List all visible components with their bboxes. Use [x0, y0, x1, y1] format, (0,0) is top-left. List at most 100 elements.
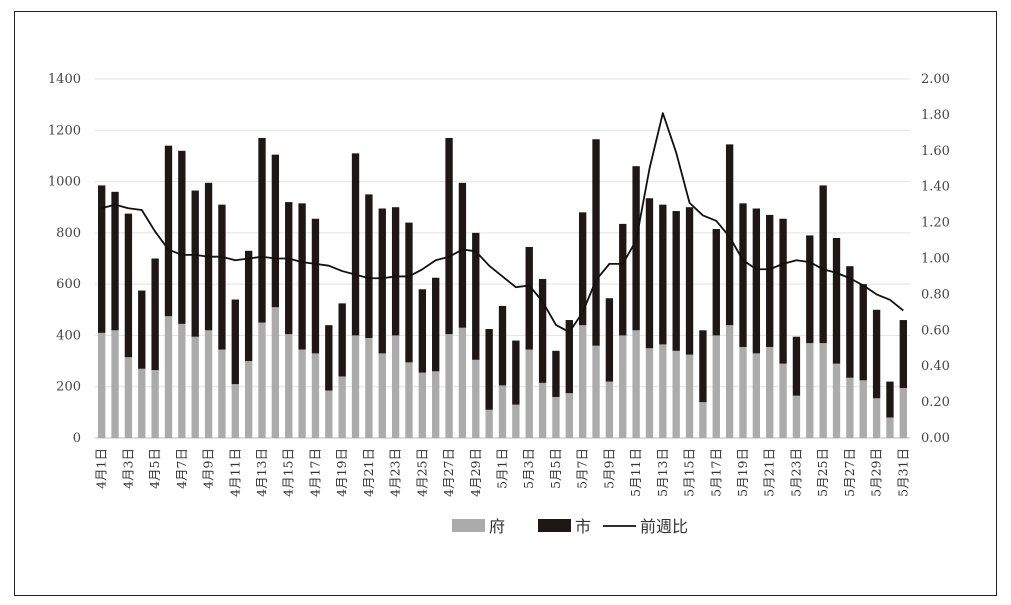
bar-shi [899, 320, 907, 388]
bar-fu [752, 353, 761, 438]
bar-fu [338, 376, 346, 438]
x-tick-label: 5月21日 [762, 448, 777, 497]
bar-shi [325, 325, 333, 391]
bar-fu [846, 377, 854, 438]
x-tick-label: 5月1日 [495, 448, 510, 489]
bar-fu [178, 323, 186, 438]
y-right-tick-label: 0.60 [921, 323, 950, 338]
bar-fu [218, 349, 226, 438]
line-zenshuhi [101, 112, 904, 334]
x-tick-label: 4月7日 [174, 448, 189, 489]
bar-shi [619, 223, 627, 336]
x-tick-label: 4月9日 [201, 448, 216, 489]
bar-shi [538, 279, 547, 383]
bar-fu [285, 334, 293, 438]
bar-fu [659, 344, 667, 438]
bar-fu [565, 393, 573, 438]
bar-shi [351, 153, 360, 336]
bar-fu [779, 363, 787, 438]
y-left-tick-label: 1200 [48, 123, 81, 138]
bar-fu [111, 330, 119, 438]
bar-fu [485, 409, 493, 438]
x-tick-label: 4月19日 [334, 448, 349, 497]
bar-shi [525, 246, 533, 350]
bar-fu [311, 353, 320, 438]
bar-fu [231, 384, 239, 438]
bar-shi [258, 137, 266, 323]
y-left-tick-label: 800 [56, 226, 81, 241]
x-tick-label: 4月25日 [414, 448, 429, 497]
x-tick-label: 4月17日 [307, 448, 322, 497]
x-tick-label: 5月25日 [815, 448, 830, 497]
y-right-tick-label: 0.40 [921, 359, 950, 374]
bar-fu [365, 337, 373, 438]
x-tick-label: 4月13日 [254, 448, 269, 497]
bar-shi [111, 191, 119, 331]
bar-shi [605, 298, 614, 382]
bar-shi [271, 154, 280, 308]
x-tick-label: 4月21日 [361, 448, 376, 497]
bar-shi [418, 289, 427, 373]
legend-label-fu: 府 [489, 517, 505, 536]
y-left-tick-label: 1000 [48, 175, 81, 190]
y-right-tick-label: 1.20 [921, 216, 950, 231]
bar-fu [271, 307, 280, 438]
bar-shi [391, 207, 400, 336]
bar-fu [445, 334, 453, 438]
bar-fu [832, 363, 841, 438]
legend-swatch-fu [452, 519, 485, 532]
bar-fu [164, 316, 173, 438]
x-tick-label: 4月15日 [281, 448, 296, 497]
y-right-tick-label: 1.80 [921, 108, 950, 123]
x-tick-label: 5月11日 [628, 448, 643, 497]
bar-shi [659, 204, 667, 345]
bar-fu [619, 335, 627, 438]
bar-shi [138, 290, 146, 369]
bar-fu [325, 390, 333, 438]
bar-fu [512, 404, 520, 438]
x-tick-label: 5月27日 [842, 448, 857, 497]
bar-shi [806, 235, 814, 344]
bar-fu [244, 361, 253, 438]
bar-fu [672, 350, 680, 438]
y-right-tick-label: 1.60 [921, 144, 950, 159]
y-right-tick-label: 1.40 [921, 180, 950, 195]
y-left-tick-label: 200 [56, 380, 81, 395]
y-left-tick-label: 600 [56, 277, 81, 292]
bar-fu [872, 398, 881, 438]
bar-fu [886, 417, 894, 438]
x-tick-label: 5月31日 [895, 448, 910, 497]
bar-shi [792, 336, 801, 396]
y-right-tick-label: 0.80 [921, 287, 950, 302]
bar-shi [151, 258, 159, 371]
bar-fu [298, 349, 306, 438]
bar-shi [832, 237, 841, 364]
bar-shi [552, 350, 560, 397]
bar-fu [859, 380, 867, 438]
x-tick-label: 5月13日 [655, 448, 670, 497]
y-left-tick-label: 400 [56, 328, 81, 343]
x-tick-label: 4月5日 [147, 448, 162, 489]
bar-fu [258, 322, 266, 438]
bar-fu [819, 343, 827, 438]
bar-fu [98, 332, 106, 438]
bar-shi [739, 203, 747, 347]
bar-shi [405, 222, 413, 363]
bar-shi [685, 207, 694, 355]
bar-shi [191, 190, 199, 337]
bar-shi [285, 202, 293, 335]
bar-fu [378, 353, 386, 438]
legend-label-zenshuhi: 前週比 [640, 517, 688, 536]
bar-shi [592, 139, 600, 346]
bar-shi [725, 144, 734, 326]
x-tick-label: 5月7日 [575, 448, 590, 489]
chart-svg: 0 200 400 600 800 1000 1200 1400 0.00 0.20 0.40 0.6… [48, 72, 950, 536]
bar-fu [712, 335, 720, 438]
bar-shi [779, 218, 787, 364]
bar-fu [151, 370, 159, 438]
x-tick-label: 5月19日 [735, 448, 750, 497]
bar-fu [578, 325, 587, 438]
chart-frame: 0 200 400 600 800 1000 1200 1400 0.00 0.20 0.40 0.6… [14, 11, 997, 596]
bar-fu [391, 335, 400, 438]
x-tick-label: 5月23日 [788, 448, 803, 497]
